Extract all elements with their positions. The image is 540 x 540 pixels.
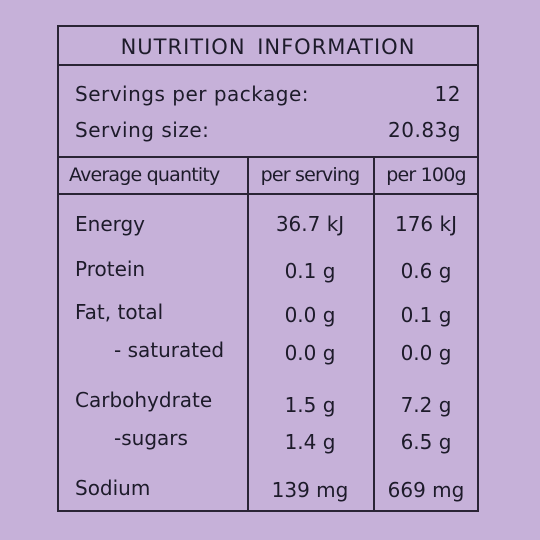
header-per-100g: per 100g [386, 164, 466, 186]
row-saturated-per-serving: 0.0 g [284, 341, 336, 365]
row-sugars-name: -sugars [114, 426, 188, 450]
header-divider [59, 193, 477, 195]
header-per-serving: per serving [260, 164, 361, 186]
row-saturated-name: - saturated [114, 338, 225, 362]
row-carbohydrate-name: Carbohydrate [75, 388, 213, 412]
title-divider [59, 64, 477, 66]
servings-per-package-label: Servings per package: [75, 82, 310, 106]
header-average-quantity: Average quantity [69, 164, 220, 186]
row-protein-per-serving: 0.1 g [284, 259, 336, 283]
panel-title: NUTRITION INFORMATION [120, 35, 416, 59]
row-energy-per-serving: 36.7 kJ [275, 212, 345, 236]
row-energy-per-100g: 176 kJ [394, 212, 457, 236]
row-fat-total-per-serving: 0.0 g [284, 303, 336, 327]
row-sodium-per-serving: 139 mg [271, 478, 349, 502]
row-fat-total-per-100g: 0.1 g [400, 303, 452, 327]
row-carbohydrate-per-serving: 1.5 g [284, 393, 336, 417]
servings-per-package-value: 12 [434, 82, 461, 106]
row-fat-total-name: Fat, total [75, 300, 164, 324]
row-sodium-per-100g: 669 mg [387, 478, 465, 502]
row-carbohydrate-per-100g: 7.2 g [400, 393, 452, 417]
row-sugars-per-100g: 6.5 g [400, 430, 452, 454]
row-protein-per-100g: 0.6 g [400, 259, 452, 283]
row-sugars-per-serving: 1.4 g [284, 430, 336, 454]
column-divider-2 [373, 156, 375, 510]
column-divider-1 [247, 156, 249, 510]
servings-divider [59, 156, 477, 158]
row-saturated-per-100g: 0.0 g [400, 341, 452, 365]
row-protein-name: Protein [75, 257, 146, 281]
row-sodium-name: Sodium [75, 476, 151, 500]
serving-size-value: 20.83g [388, 118, 461, 142]
serving-size-label: Serving size: [75, 118, 210, 142]
row-energy-name: Energy [75, 212, 146, 236]
nutrition-panel: NUTRITION INFORMATION Servings per packa… [57, 25, 479, 512]
